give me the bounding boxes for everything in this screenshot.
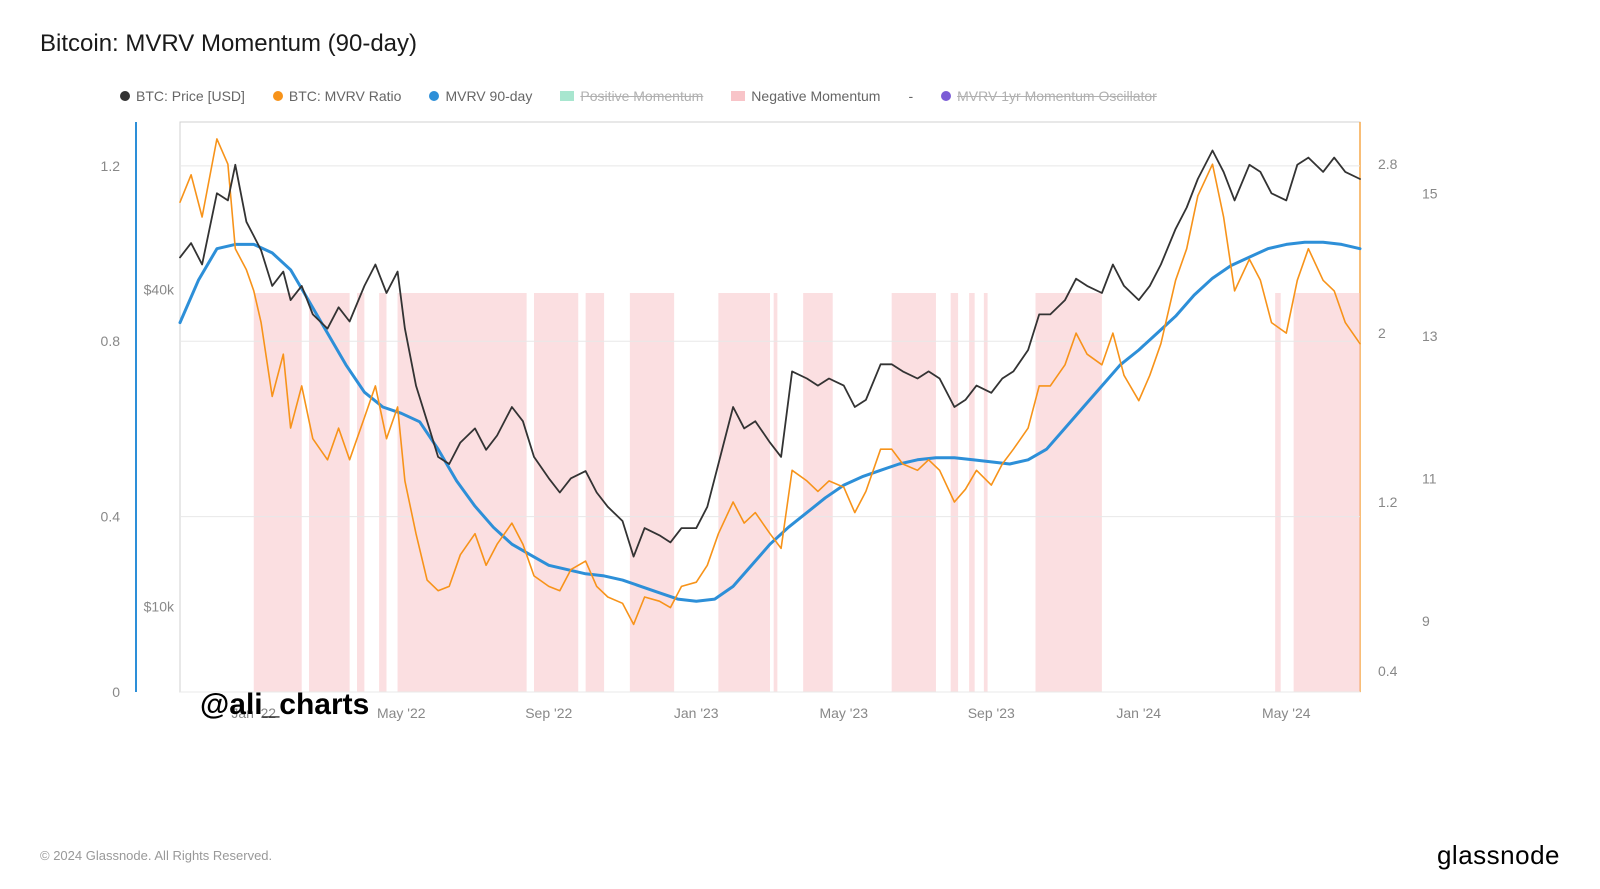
legend-item[interactable]: - (908, 88, 913, 104)
legend-label: Negative Momentum (751, 88, 880, 104)
watermark: @ali_charts (200, 688, 369, 722)
svg-text:0.8: 0.8 (101, 333, 121, 349)
legend-item[interactable]: BTC: Price [USD] (120, 88, 245, 104)
svg-text:2.8: 2.8 (1378, 156, 1398, 172)
svg-text:May '24: May '24 (1262, 705, 1311, 721)
svg-text:0: 0 (112, 684, 120, 700)
chart-plot-area: 0 0.4 0.8 1.2 $10k $40k 0.4 1.2 2 2.8 9 11 13 15 Jan '… (40, 112, 1560, 752)
svg-text:May '22: May '22 (377, 705, 426, 721)
brand-logo: glassnode (1437, 840, 1560, 871)
svg-text:$10k: $10k (144, 599, 175, 615)
legend-label: BTC: Price [USD] (136, 88, 245, 104)
svg-text:9: 9 (1422, 613, 1430, 629)
legend-item[interactable]: MVRV 90-day (429, 88, 532, 104)
chart-title: Bitcoin: MVRV Momentum (90-day) (40, 30, 1560, 58)
legend-label: Positive Momentum (580, 88, 703, 104)
svg-text:11: 11 (1422, 470, 1437, 486)
legend-item[interactable]: Positive Momentum (560, 88, 703, 104)
legend-item[interactable]: Negative Momentum (731, 88, 880, 104)
legend-label: - (908, 88, 913, 104)
svg-text:Jan '23: Jan '23 (674, 705, 719, 721)
chart-footer: © 2024 Glassnode. All Rights Reserved. g… (40, 840, 1560, 871)
svg-text:2: 2 (1378, 325, 1386, 341)
svg-text:Sep '22: Sep '22 (525, 705, 572, 721)
legend-label: BTC: MVRV Ratio (289, 88, 402, 104)
legend-item[interactable]: BTC: MVRV Ratio (273, 88, 402, 104)
svg-text:1.2: 1.2 (1378, 494, 1398, 510)
svg-text:Jan '24: Jan '24 (1116, 705, 1161, 721)
svg-text:Sep '23: Sep '23 (968, 705, 1015, 721)
svg-text:15: 15 (1422, 185, 1438, 201)
chart-container: Bitcoin: MVRV Momentum (90-day) BTC: Pri… (0, 0, 1600, 889)
chart-legend: BTC: Price [USD] BTC: MVRV Ratio MVRV 90-d… (120, 88, 1560, 104)
svg-text:1.2: 1.2 (101, 158, 121, 174)
svg-text:May '23: May '23 (819, 705, 868, 721)
svg-text:$40k: $40k (144, 281, 175, 297)
svg-text:0.4: 0.4 (101, 509, 121, 525)
svg-text:13: 13 (1422, 328, 1438, 344)
copyright-text: © 2024 Glassnode. All Rights Reserved. (40, 848, 272, 863)
legend-label: MVRV 1yr Momentum Oscillator (957, 88, 1157, 104)
legend-label: MVRV 90-day (445, 88, 532, 104)
svg-text:0.4: 0.4 (1378, 663, 1398, 679)
chart-svg: 0 0.4 0.8 1.2 $10k $40k 0.4 1.2 2 2.8 9 11 13 15 Jan '… (40, 112, 1460, 722)
legend-item[interactable]: MVRV 1yr Momentum Oscillator (941, 88, 1157, 104)
